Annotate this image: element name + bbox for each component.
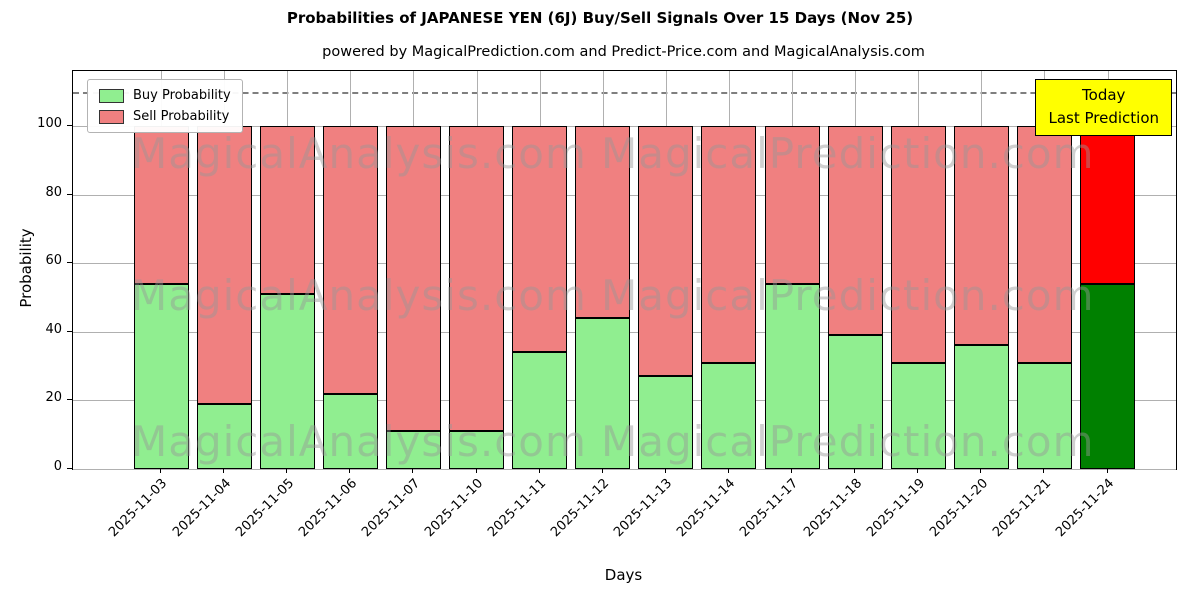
bar-sell-segment xyxy=(133,125,189,284)
bar-buy-segment xyxy=(322,393,378,469)
bar-buy-segment xyxy=(512,352,568,469)
bar-buy-segment xyxy=(1016,362,1072,469)
bar-buy-segment xyxy=(764,283,820,469)
legend-item-buy: Buy Probability xyxy=(99,88,231,103)
bar-buy-segment xyxy=(1080,283,1135,469)
y-gridline xyxy=(73,469,1176,470)
y-tick-label: 40 xyxy=(45,321,62,337)
x-tick-label-text: 2025-11-07 xyxy=(358,476,423,541)
bar-sell-segment xyxy=(322,125,378,394)
bar-sell-segment xyxy=(575,125,631,319)
x-tick-mark xyxy=(1043,468,1045,473)
legend-swatch-buy xyxy=(99,88,124,103)
x-tick-label-text: 2025-11-14 xyxy=(674,476,739,541)
bar-sell-segment xyxy=(512,125,568,353)
dashed-threshold-line xyxy=(73,91,1176,94)
bar-sell-segment xyxy=(196,125,252,404)
y-tick-mark xyxy=(67,124,72,126)
x-tick-label-text: 2025-11-19 xyxy=(863,476,928,541)
watermark-text: MagicalPrediction.com xyxy=(601,271,1095,320)
today-annotation-line1: Today xyxy=(1082,86,1126,104)
bar-sell-segment xyxy=(890,125,946,363)
bar-sell-segment xyxy=(638,125,694,377)
y-tick-label: 60 xyxy=(45,253,62,269)
plot-area: Buy Probability Sell Probability Today L… xyxy=(72,70,1177,470)
chart-title: Probabilities of JAPANESE YEN (6J) Buy/S… xyxy=(286,9,914,27)
bar-buy-segment xyxy=(385,431,441,469)
x-tick-label-text: 2025-11-03 xyxy=(106,476,171,541)
bar-buy-segment xyxy=(575,318,631,469)
bar-buy-segment xyxy=(827,335,883,469)
bar-sell-segment xyxy=(827,125,883,336)
bar-buy-segment xyxy=(890,362,946,469)
x-tick-mark xyxy=(980,468,982,473)
x-tick-label-text: 2025-11-04 xyxy=(169,476,234,541)
x-axis-label: Days xyxy=(604,566,643,584)
legend-label-buy: Buy Probability xyxy=(133,88,231,103)
bar-buy-segment xyxy=(701,362,757,469)
bar-buy-segment xyxy=(953,345,1009,469)
x-tick-label-text: 2025-11-21 xyxy=(989,476,1054,541)
y-tick-mark xyxy=(67,330,72,332)
bar-buy-segment xyxy=(259,294,315,469)
x-tick-mark xyxy=(286,468,288,473)
y-tick-label: 20 xyxy=(45,390,62,406)
x-tick-mark xyxy=(1106,468,1108,473)
today-annotation: Today Last Prediction xyxy=(1035,79,1172,136)
bar-sell-segment xyxy=(385,125,441,432)
legend-item-sell: Sell Probability xyxy=(99,109,231,124)
y-tick-mark xyxy=(67,468,72,469)
legend-label-sell: Sell Probability xyxy=(133,109,230,124)
x-tick-mark xyxy=(412,468,414,473)
x-tick-label-text: 2025-11-10 xyxy=(422,476,487,541)
x-tick-mark xyxy=(727,468,729,473)
x-tick-label-text: 2025-11-05 xyxy=(232,476,297,541)
x-tick-label-text: 2025-11-18 xyxy=(800,476,865,541)
today-annotation-line2: Last Prediction xyxy=(1048,109,1159,128)
x-tick-label-text: 2025-11-11 xyxy=(485,476,550,541)
x-tick-mark xyxy=(601,468,603,473)
watermark-text: MagicalPrediction.com xyxy=(601,417,1095,466)
bar-sell-segment xyxy=(1080,125,1135,284)
y-tick-mark xyxy=(67,262,72,264)
bar-buy-segment xyxy=(449,431,504,469)
watermark-text: MagicalPrediction.com xyxy=(601,129,1095,178)
x-tick-mark xyxy=(538,468,540,473)
bar-sell-segment xyxy=(953,125,1009,346)
y-tick-mark xyxy=(67,399,72,401)
x-tick-label-text: 2025-11-06 xyxy=(295,476,360,541)
legend-swatch-sell xyxy=(99,109,124,124)
bar-sell-segment xyxy=(1016,125,1072,363)
bar-sell-segment xyxy=(449,125,504,432)
x-tick-label-text: 2025-11-12 xyxy=(548,476,613,541)
y-tick-mark xyxy=(67,193,72,195)
x-tick-mark xyxy=(917,468,919,473)
x-tick-mark xyxy=(854,468,856,473)
bar-sell-segment xyxy=(701,125,757,363)
bar-buy-segment xyxy=(133,283,189,469)
x-tick-mark xyxy=(475,468,477,473)
x-tick-mark xyxy=(349,468,351,473)
x-tick-mark xyxy=(223,468,225,473)
y-tick-label: 0 xyxy=(53,459,62,474)
y-tick-label: 80 xyxy=(45,184,62,200)
x-tick-mark xyxy=(664,468,666,473)
bar-sell-segment xyxy=(259,125,315,294)
legend: Buy Probability Sell Probability xyxy=(87,79,243,133)
y-tick-label: 100 xyxy=(37,115,62,131)
watermark-text: MagicalAnalysis.com xyxy=(131,129,587,178)
x-tick-mark xyxy=(791,468,792,473)
watermark-text: MagicalAnalysis.com xyxy=(131,271,587,320)
x-tick-label-text: 2025-11-17 xyxy=(737,476,802,541)
x-tick-mark xyxy=(160,468,161,473)
chart-subtitle: powered by MagicalPrediction.com and Pre… xyxy=(322,44,925,60)
bar-sell-segment xyxy=(764,125,820,284)
x-tick-label-text: 2025-11-24 xyxy=(1053,476,1118,541)
bar-buy-segment xyxy=(638,376,694,469)
watermark-text: MagicalAnalysis.com xyxy=(131,417,587,466)
x-tick-label-text: 2025-11-13 xyxy=(611,476,676,541)
bar-buy-segment xyxy=(196,403,252,469)
x-tick-label-text: 2025-11-20 xyxy=(926,476,991,541)
